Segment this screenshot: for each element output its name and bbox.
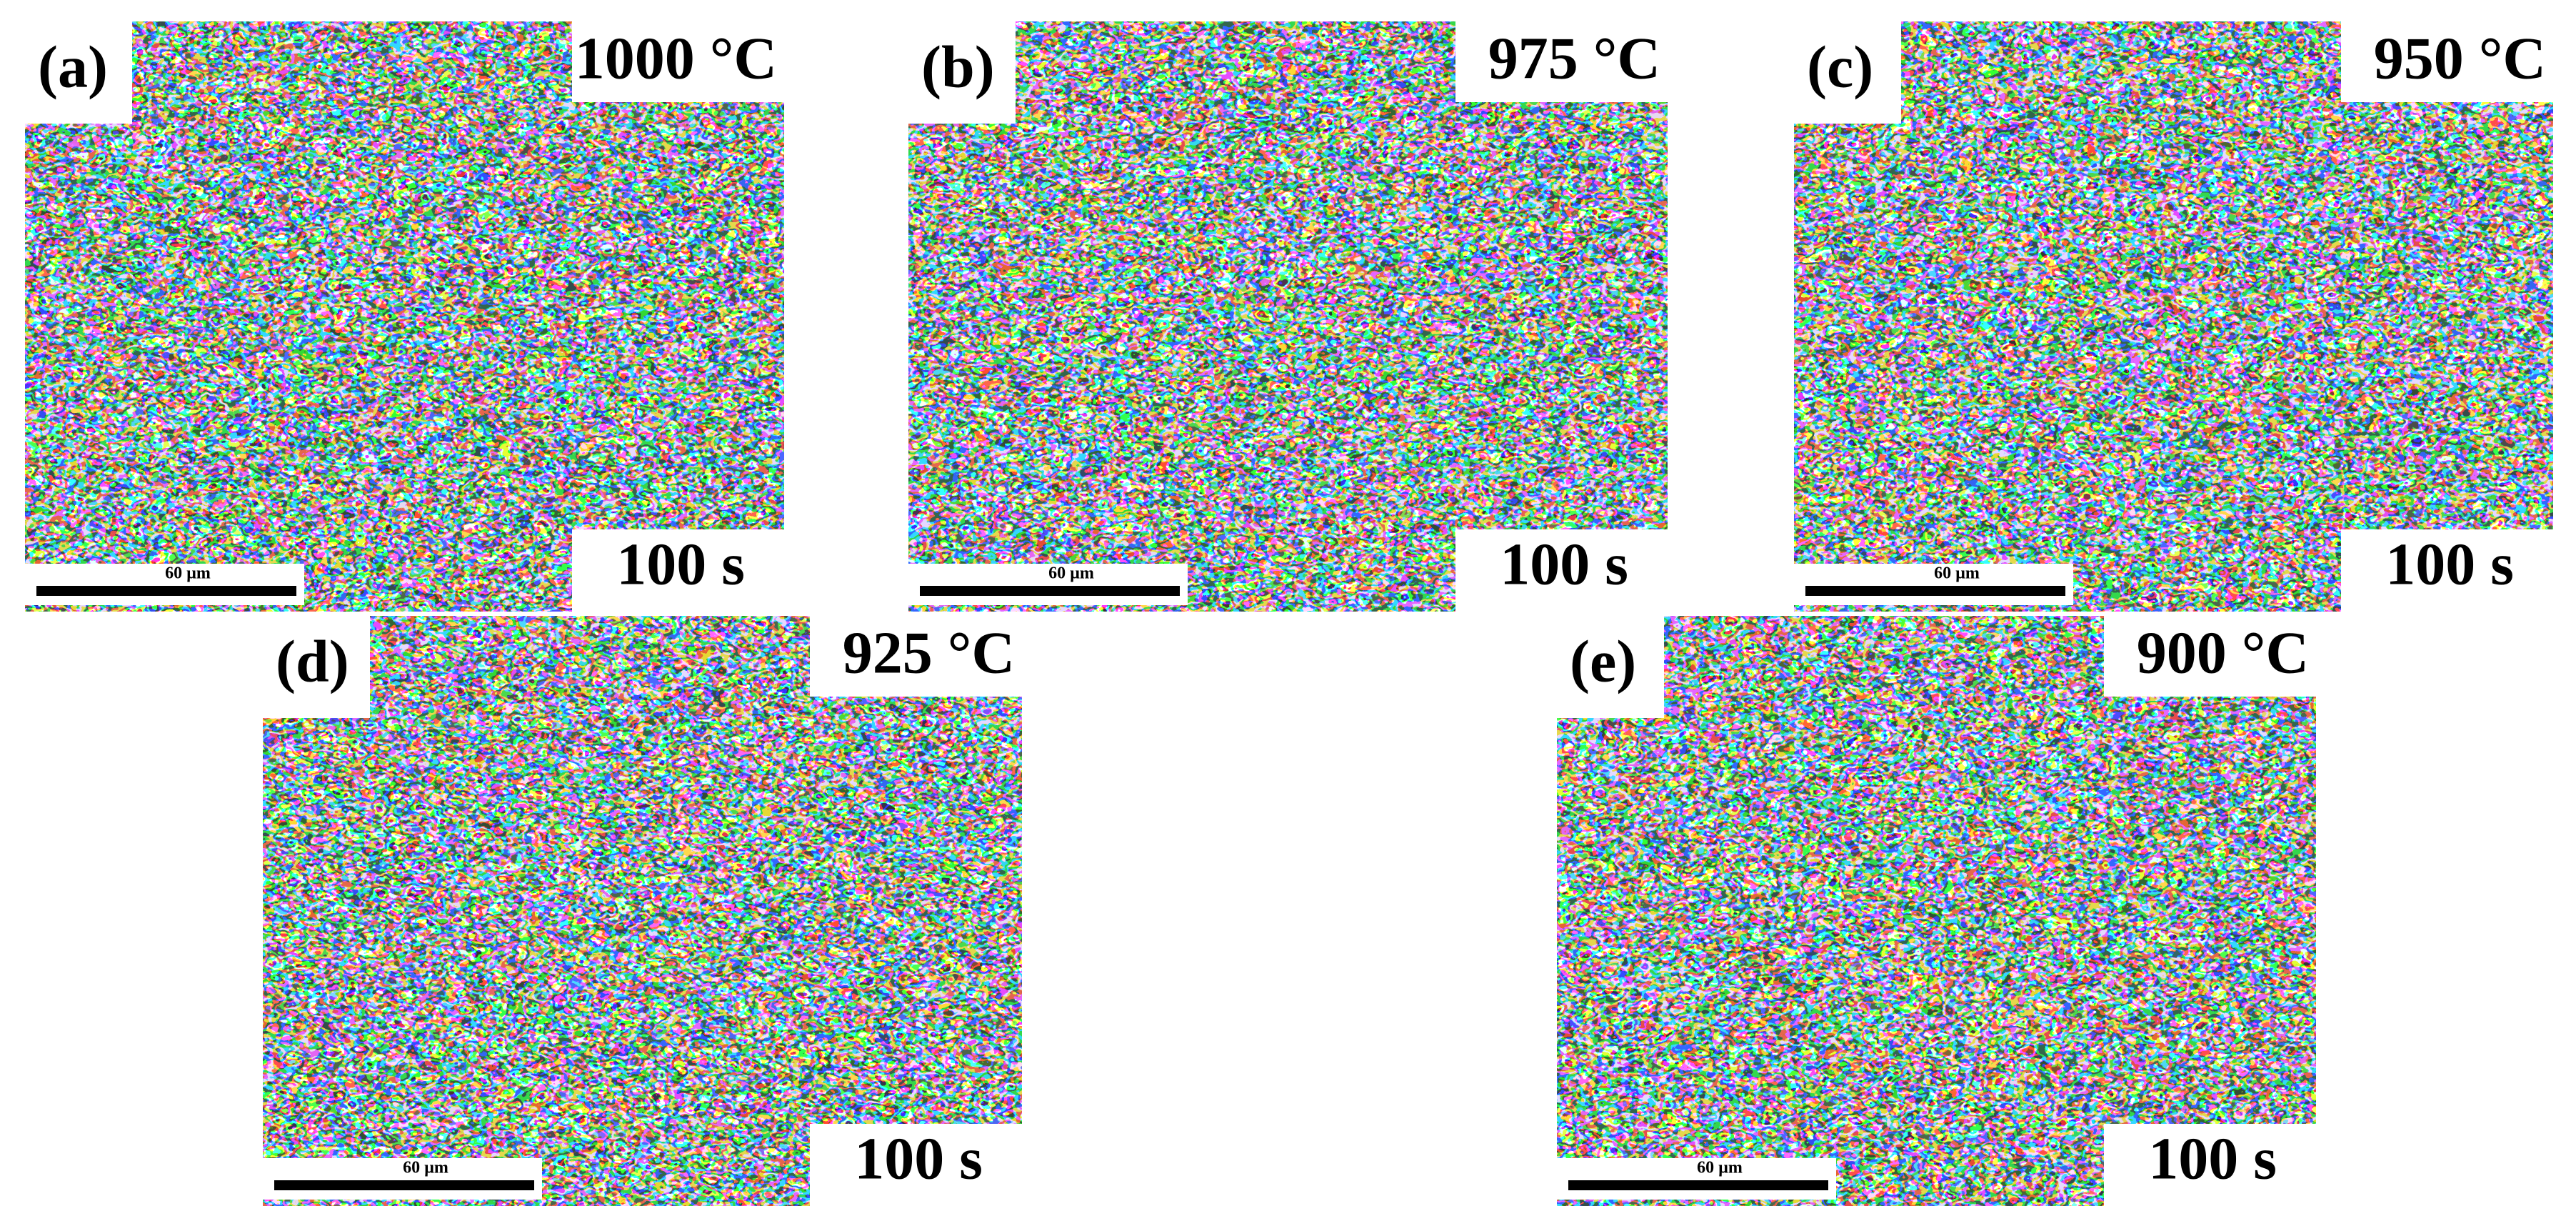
temperature-box (810, 616, 1022, 697)
time-box (2341, 529, 2553, 612)
scale-bar (36, 586, 296, 596)
panel: (d) 925 °C 100 s 60 µm (263, 616, 1022, 1206)
scale-bar-label: 60 µm (165, 564, 211, 583)
temperature: 1000 °C (575, 25, 777, 91)
time: 100 s (1500, 531, 1628, 597)
scale-bar (1805, 586, 2065, 596)
time: 100 s (2148, 1125, 2277, 1192)
scale-bar (920, 586, 1180, 596)
scale-bar-box (908, 564, 1188, 605)
panel-label: (a) (38, 34, 108, 100)
panel-label: (c) (1807, 34, 1873, 100)
temperature: 925 °C (843, 619, 1015, 686)
temperature: 900 °C (2137, 619, 2309, 686)
temperature: 975 °C (1488, 25, 1660, 91)
panel: (c) 950 °C 100 s 60 µm (1794, 21, 2553, 612)
ebsd-map (263, 616, 1022, 1206)
scale-bar-label: 60 µm (1697, 1159, 1743, 1177)
label-box (25, 21, 132, 124)
temperature: 950 °C (2374, 25, 2546, 91)
label-box (908, 21, 1016, 124)
ebsd-map (25, 21, 784, 612)
time: 100 s (854, 1125, 983, 1192)
scale-bar-box (1557, 1158, 1836, 1200)
time: 100 s (616, 531, 745, 597)
panel-label: (b) (921, 34, 995, 100)
ebsd-map (908, 21, 1668, 612)
ebsd-map (1794, 21, 2553, 612)
temperature-box (2104, 616, 2316, 697)
time: 100 s (2385, 531, 2514, 597)
scale-bar (1568, 1180, 1828, 1190)
label-box (263, 616, 370, 718)
time-box (572, 529, 784, 612)
scale-bar-label: 60 µm (403, 1159, 448, 1177)
panel: (b) 975 °C 100 s 60 µm (908, 21, 1668, 612)
temperature-box (2341, 21, 2553, 102)
panel: (a) 1000 °C 100 s 60 µm (25, 21, 784, 612)
time-box (1455, 529, 1668, 612)
scale-bar-label: 60 µm (1934, 564, 1980, 583)
label-box (1557, 616, 1664, 718)
panel: (e) 900 °C 100 s 60 µm (1557, 616, 2316, 1206)
ebsd-map (1557, 616, 2316, 1206)
time-box (2104, 1124, 2316, 1206)
label-box (1794, 21, 1901, 124)
scale-bar-box (263, 1158, 542, 1200)
panel-label: (d) (276, 628, 349, 694)
scale-bar-box (1794, 564, 2073, 605)
time-box (810, 1124, 1022, 1206)
scale-bar-label: 60 µm (1048, 564, 1094, 583)
temperature-box (1455, 21, 1668, 102)
scale-bar-box (25, 564, 304, 605)
panel-label: (e) (1570, 628, 1636, 694)
scale-bar (274, 1180, 534, 1190)
temperature-box (572, 21, 784, 102)
